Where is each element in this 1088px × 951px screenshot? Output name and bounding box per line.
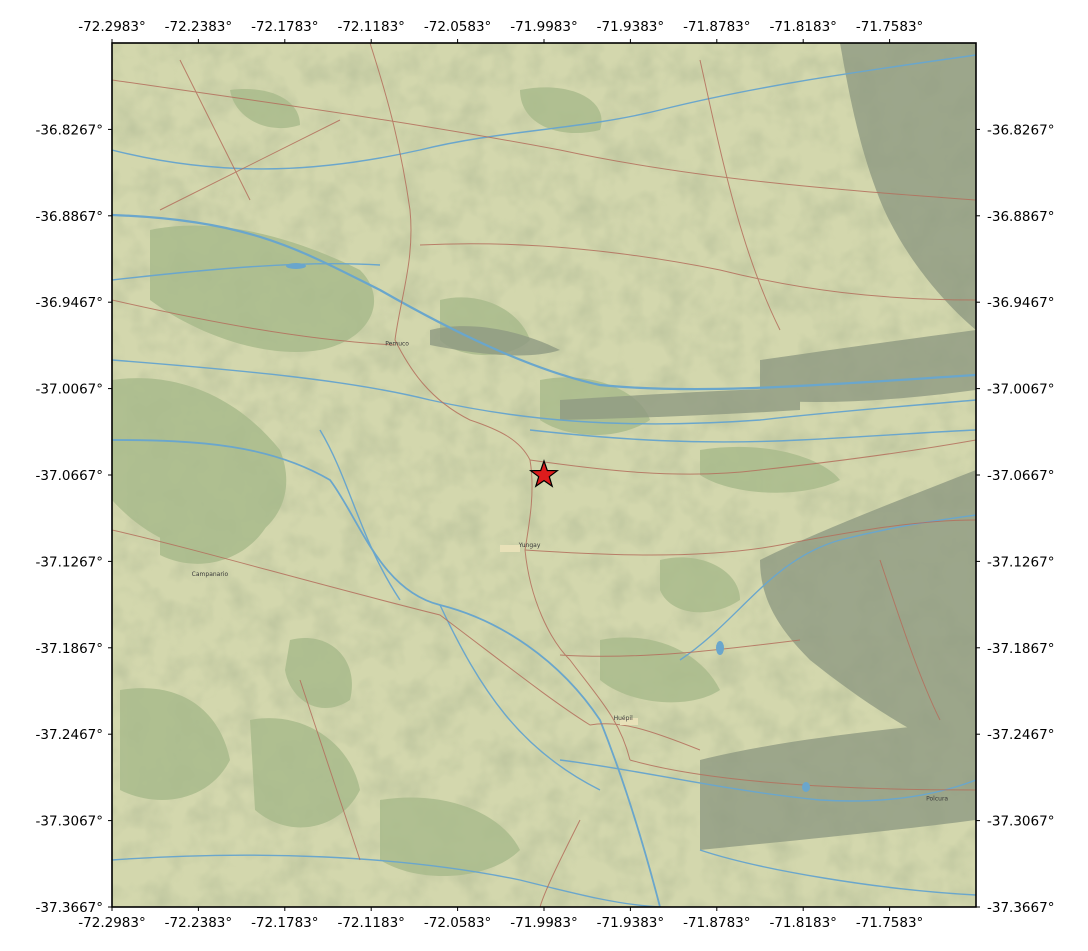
y-tick-label-right: -37.1267° <box>987 554 1054 570</box>
mountain-relief <box>430 43 976 850</box>
x-tick-label-bottom: -71.7583° <box>856 915 923 931</box>
x-tick-label-top: -71.9983° <box>510 19 577 35</box>
lake <box>716 641 724 655</box>
place-label: Campanario <box>192 571 229 578</box>
x-tick-label-bottom: -71.8783° <box>683 915 750 931</box>
place-label: Huépil <box>614 715 633 722</box>
x-tick-label-bottom: -71.9983° <box>510 915 577 931</box>
y-tick-label-right: -36.9467° <box>987 295 1054 311</box>
y-tick-label-left: -37.3667° <box>36 900 103 916</box>
place-label: Pemuco <box>385 340 409 347</box>
lake <box>286 263 306 269</box>
x-tick-label-top: -71.9383° <box>597 19 664 35</box>
x-tick-label-top: -71.8183° <box>769 19 836 35</box>
y-axis-left-ticks: -36.8267° -36.8867° -36.9467° -37.0067° -37.… <box>36 122 112 916</box>
x-tick-label-bottom: -72.0583° <box>424 915 491 931</box>
forest-areas <box>112 87 840 877</box>
x-tick-label-bottom: -72.1783° <box>251 915 318 931</box>
y-tick-label-right: -37.3067° <box>987 814 1054 830</box>
y-tick-label-left: -37.1867° <box>36 641 103 657</box>
x-tick-label-top: -72.2383° <box>165 19 232 35</box>
y-tick-label-right: -37.0667° <box>987 468 1054 484</box>
x-tick-label-top: -72.1783° <box>251 19 318 35</box>
x-tick-label-bottom: -72.2383° <box>165 915 232 931</box>
x-tick-label-bottom: -71.8183° <box>769 915 836 931</box>
roads <box>112 43 976 907</box>
y-tick-label-left: -37.3067° <box>36 814 103 830</box>
place-label: Polcura <box>926 795 948 802</box>
place-labels: Pemuco Yungay Campanario Huépil Polcura <box>192 340 949 802</box>
y-tick-label-right: -37.0067° <box>987 382 1054 398</box>
y-tick-label-right: -37.2467° <box>987 727 1054 743</box>
y-tick-label-right: -37.1867° <box>987 641 1054 657</box>
x-tick-label-top: -71.8783° <box>683 19 750 35</box>
lake <box>802 782 810 792</box>
x-tick-label-bottom: -71.9383° <box>597 915 664 931</box>
x-tick-label-bottom: -72.1183° <box>337 915 404 931</box>
rivers <box>112 54 976 907</box>
x-tick-label-top: -71.7583° <box>856 19 923 35</box>
x-tick-label-top: -72.2983° <box>78 19 145 35</box>
x-axis-bottom-ticks: -72.2983° -72.2383° -72.1783° -72.1183° -72.… <box>78 907 923 931</box>
y-tick-label-left: -37.1267° <box>36 554 103 570</box>
star-icon[interactable] <box>528 459 560 488</box>
place-label: Yungay <box>518 542 541 549</box>
y-tick-label-left: -37.2467° <box>36 727 103 743</box>
y-tick-label-left: -37.0067° <box>36 382 103 398</box>
y-tick-label-left: -36.8267° <box>36 122 103 138</box>
y-tick-label-left: -37.0667° <box>36 468 103 484</box>
y-tick-label-left: -36.8867° <box>36 209 103 225</box>
y-tick-label-left: -36.9467° <box>36 295 103 311</box>
x-tick-label-bottom: -72.2983° <box>78 915 145 931</box>
x-tick-label-top: -72.1183° <box>337 19 404 35</box>
y-tick-label-right: -36.8267° <box>987 122 1054 138</box>
x-axis-top-ticks: -72.2983° -72.2383° -72.1783° -72.1183° -72.… <box>78 19 923 43</box>
y-axis-right-ticks: -36.8267° -36.8867° -36.9467° -37.0067° -37.… <box>976 122 1054 916</box>
y-tick-label-right: -36.8867° <box>987 209 1054 225</box>
urban-patch-huepil <box>620 718 638 725</box>
x-tick-label-top: -72.0583° <box>424 19 491 35</box>
y-tick-label-right: -37.3667° <box>987 900 1054 916</box>
map-area[interactable]: Pemuco Yungay Campanario Huépil Polcura <box>112 43 976 907</box>
urban-patch-yungay <box>500 545 520 552</box>
